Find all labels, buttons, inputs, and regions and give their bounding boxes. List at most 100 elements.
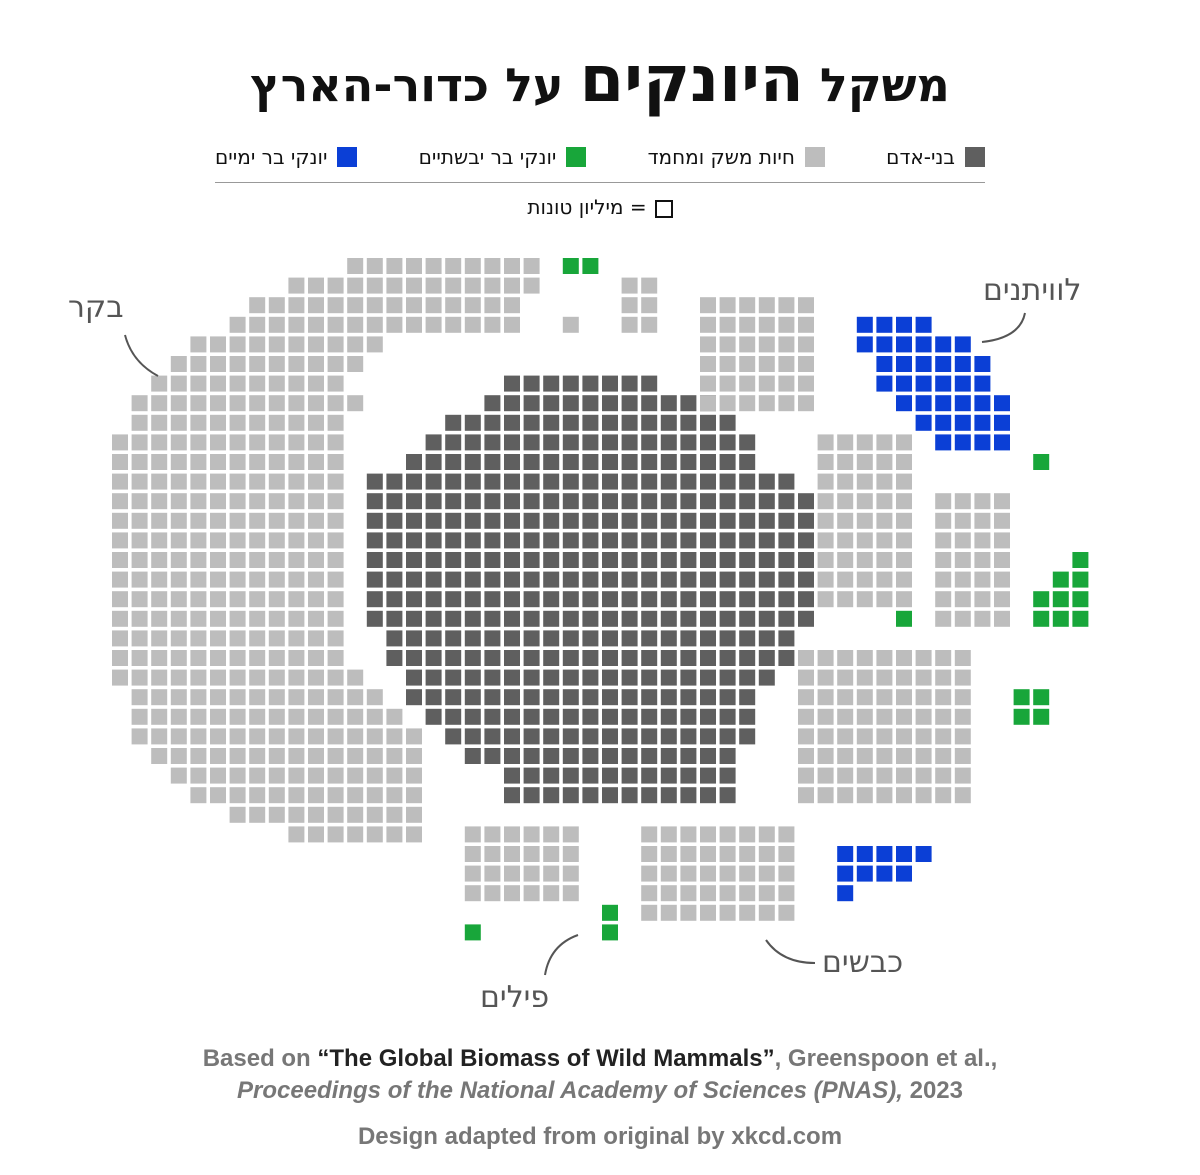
- waffle-square-livestock: [837, 650, 854, 666]
- waffle-square-humans: [484, 728, 501, 745]
- waffle-square-wild-marine: [915, 316, 932, 333]
- waffle-square-livestock: [170, 571, 187, 588]
- waffle-square-humans: [700, 610, 716, 627]
- waffle-square-humans: [523, 532, 540, 549]
- waffle-square-humans: [582, 375, 599, 392]
- waffle-square-livestock: [680, 826, 697, 843]
- waffle-square-humans: [758, 610, 775, 627]
- waffle-square-livestock: [719, 865, 736, 882]
- waffle-square-livestock: [484, 297, 501, 314]
- waffle-square-livestock: [445, 258, 462, 274]
- waffle-square-humans: [425, 552, 442, 568]
- waffle-square-livestock: [170, 375, 187, 392]
- waffle-square-humans: [543, 434, 560, 451]
- waffle-square-livestock: [170, 708, 187, 725]
- waffle-square-humans: [366, 591, 383, 608]
- waffle-square-livestock: [327, 806, 344, 823]
- sheep-leader: [765, 939, 816, 964]
- waffle-square-livestock: [660, 826, 677, 843]
- waffle-square-livestock: [268, 414, 285, 431]
- waffle-square-livestock: [288, 356, 305, 372]
- waffle-square-humans: [660, 454, 677, 470]
- waffle-square-humans: [523, 689, 540, 706]
- title-bold: היונקים: [579, 43, 804, 117]
- waffle-square-livestock: [700, 316, 716, 333]
- waffle-square-humans: [543, 748, 560, 764]
- waffle-square-livestock: [249, 591, 266, 608]
- waffle-square-livestock: [112, 512, 128, 529]
- waffle-square-livestock: [210, 375, 226, 392]
- waffle-square-livestock: [994, 571, 1010, 588]
- waffle-square-humans: [445, 414, 462, 431]
- waffle-square-wild-marine: [974, 375, 991, 392]
- legend-swatch-wild-marine: [337, 147, 358, 167]
- waffle-square-livestock: [935, 748, 952, 764]
- waffle-square-humans: [758, 571, 775, 588]
- waffle-square-wild-marine: [837, 846, 854, 862]
- waffle-square-humans: [641, 689, 658, 706]
- waffle-square-livestock: [641, 316, 658, 333]
- waffle-square-humans: [366, 610, 383, 627]
- waffle-square-livestock: [366, 297, 383, 314]
- waffle-square-humans: [543, 689, 560, 706]
- waffle-square-livestock: [288, 434, 305, 451]
- waffle-square-humans: [523, 571, 540, 588]
- waffle-square-humans: [523, 493, 540, 510]
- waffle-square-livestock: [288, 787, 305, 804]
- waffle-square-humans: [504, 493, 520, 510]
- waffle-square-humans: [464, 708, 481, 725]
- waffle-square-livestock: [327, 767, 344, 784]
- waffle-square-wild-marine: [974, 414, 991, 431]
- waffle-square-livestock: [386, 748, 403, 764]
- waffle-square-livestock: [523, 277, 540, 294]
- waffle-square-humans: [739, 532, 756, 549]
- waffle-square-livestock: [170, 689, 187, 706]
- waffle-square-livestock: [151, 669, 168, 686]
- waffle-square-humans: [386, 591, 403, 608]
- waffle-square-humans: [504, 454, 520, 470]
- waffle-square-humans: [778, 591, 795, 608]
- waffle-square-humans: [758, 493, 775, 510]
- source-line-2: Proceedings of the National Academy of S…: [0, 1077, 1200, 1105]
- waffle-square-livestock: [856, 532, 873, 549]
- waffle-square-humans: [621, 552, 638, 568]
- waffle-square-livestock: [112, 493, 128, 510]
- waffle-square-humans: [798, 610, 814, 627]
- waffle-square-livestock: [876, 708, 893, 725]
- waffle-square-livestock: [308, 728, 324, 745]
- waffle-square-livestock: [288, 552, 305, 568]
- waffle-square-livestock: [406, 826, 422, 843]
- waffle-square-livestock: [425, 297, 442, 314]
- waffle-square-livestock: [837, 591, 854, 608]
- waffle-square-humans: [758, 591, 775, 608]
- waffle-square-humans: [425, 454, 442, 470]
- waffle-square-humans: [445, 591, 462, 608]
- waffle-square-livestock: [190, 610, 207, 627]
- waffle-square-humans: [719, 689, 736, 706]
- waffle-square-livestock: [386, 728, 403, 745]
- waffle-square-livestock: [758, 336, 775, 353]
- waffle-square-humans: [366, 512, 383, 529]
- waffle-square-livestock: [445, 297, 462, 314]
- waffle-square-livestock: [896, 493, 912, 510]
- source-year: 2023: [909, 1077, 963, 1104]
- waffle-square-wild-marine: [974, 434, 991, 451]
- waffle-square-livestock: [837, 473, 854, 490]
- waffle-square-livestock: [856, 669, 873, 686]
- waffle-square-humans: [406, 552, 422, 568]
- waffle-square-livestock: [994, 552, 1010, 568]
- waffle-square-humans: [386, 512, 403, 529]
- waffle-square-livestock: [151, 532, 168, 549]
- waffle-square-livestock: [170, 591, 187, 608]
- waffle-square-humans: [778, 552, 795, 568]
- waffle-square-livestock: [425, 316, 442, 333]
- waffle-square-humans: [464, 650, 481, 666]
- waffle-square-humans: [445, 532, 462, 549]
- waffle-square-livestock: [308, 591, 324, 608]
- waffle-square-humans: [621, 375, 638, 392]
- waffle-square-livestock: [896, 689, 912, 706]
- waffle-square-livestock: [523, 826, 540, 843]
- waffle-square-livestock: [856, 708, 873, 725]
- waffle-square-livestock: [856, 512, 873, 529]
- waffle-square-livestock: [249, 434, 266, 451]
